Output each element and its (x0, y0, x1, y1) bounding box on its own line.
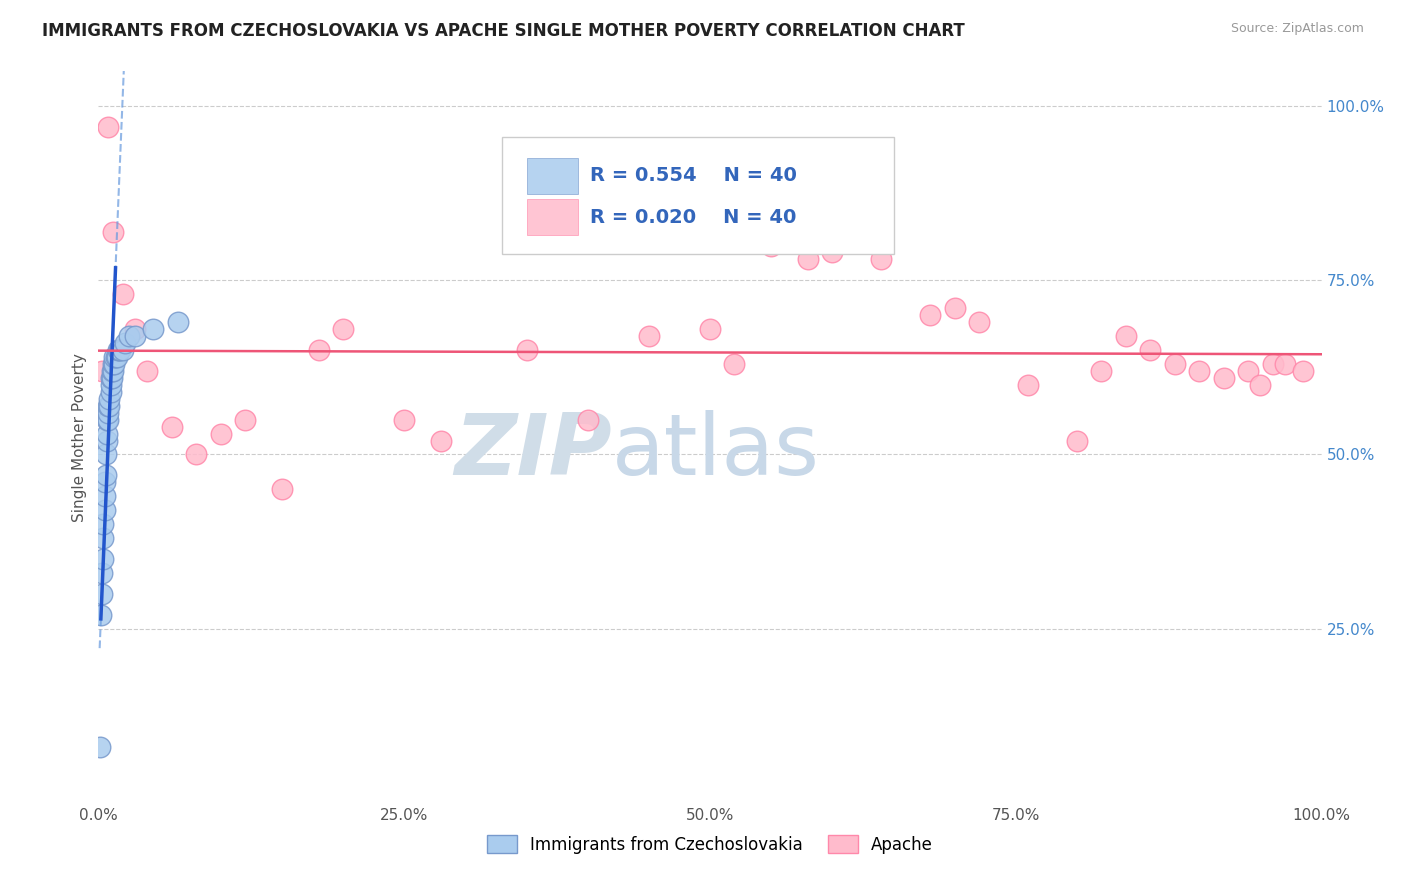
Point (136, 364, 159, 378)
Point (107, 343, 129, 357)
Point (124, 329, 146, 343)
Point (103, 350, 125, 364)
Point (1188, 364, 1211, 378)
Point (1090, 364, 1112, 378)
Point (186, 448, 208, 462)
Point (761, 238, 783, 252)
Point (920, 308, 942, 322)
Point (101, 357, 124, 371)
Point (967, 315, 990, 329)
Point (1274, 357, 1296, 371)
Y-axis label: Single Mother Poverty: Single Mother Poverty (72, 352, 87, 522)
Point (101, 364, 124, 378)
FancyBboxPatch shape (527, 199, 578, 235)
Point (308, 343, 330, 357)
Point (110, 343, 132, 357)
Point (637, 329, 661, 343)
Point (100, 377, 122, 392)
Point (576, 412, 599, 426)
Point (98, 399, 121, 413)
Point (108, 343, 131, 357)
Point (943, 301, 966, 316)
Point (101, 364, 124, 378)
Point (97, 406, 120, 420)
Point (111, 343, 134, 357)
Point (1261, 357, 1284, 371)
FancyBboxPatch shape (502, 137, 894, 254)
Legend: Immigrants from Czechoslovakia, Apache: Immigrants from Czechoslovakia, Apache (481, 829, 939, 860)
Point (96, 412, 118, 426)
Point (91, 552, 114, 566)
Point (100, 384, 122, 399)
Point (1249, 377, 1271, 392)
Point (111, 287, 134, 301)
Point (96, 434, 118, 448)
Point (1237, 364, 1260, 378)
Point (114, 336, 136, 351)
Point (90, 607, 112, 622)
Text: atlas: atlas (612, 410, 820, 493)
Point (233, 412, 256, 426)
Point (91, 364, 114, 378)
Point (723, 357, 745, 371)
Point (142, 322, 165, 336)
Point (124, 322, 146, 336)
Point (1212, 371, 1234, 385)
Point (98, 392, 121, 406)
Point (91, 531, 114, 545)
Point (1066, 434, 1088, 448)
Point (97, 120, 120, 134)
Text: R = 0.554    N = 40: R = 0.554 N = 40 (591, 167, 797, 186)
Text: Source: ZipAtlas.com: Source: ZipAtlas.com (1230, 22, 1364, 36)
Point (392, 412, 416, 426)
Point (93, 503, 115, 517)
Point (821, 245, 844, 260)
Point (100, 371, 122, 385)
Point (94, 448, 117, 462)
Point (105, 350, 128, 364)
Point (91, 587, 114, 601)
Point (1164, 357, 1187, 371)
Point (97, 412, 120, 426)
Point (160, 419, 183, 434)
Point (209, 426, 232, 441)
Point (870, 252, 893, 267)
Point (93, 489, 115, 503)
Point (1017, 377, 1039, 392)
Point (699, 322, 721, 336)
Text: IMMIGRANTS FROM CZECHOSLOVAKIA VS APACHE SINGLE MOTHER POVERTY CORRELATION CHART: IMMIGRANTS FROM CZECHOSLOVAKIA VS APACHE… (42, 22, 965, 40)
Point (93, 475, 115, 490)
Text: ZIP: ZIP (454, 410, 612, 493)
Point (101, 225, 124, 239)
Point (515, 343, 537, 357)
Point (89, 740, 111, 755)
Point (1292, 364, 1315, 378)
Point (167, 315, 190, 329)
Point (332, 322, 354, 336)
Point (91, 566, 114, 580)
Point (118, 329, 141, 343)
Point (430, 434, 453, 448)
Point (104, 350, 127, 364)
Point (101, 371, 124, 385)
Point (96, 426, 118, 441)
Point (1139, 343, 1161, 357)
Text: R = 0.020    N = 40: R = 0.020 N = 40 (591, 208, 797, 227)
Point (797, 252, 820, 267)
FancyBboxPatch shape (527, 158, 578, 194)
Point (97, 399, 120, 413)
Point (1115, 329, 1137, 343)
Point (103, 357, 125, 371)
Point (270, 483, 294, 497)
Point (94, 468, 117, 483)
Point (91, 517, 114, 532)
